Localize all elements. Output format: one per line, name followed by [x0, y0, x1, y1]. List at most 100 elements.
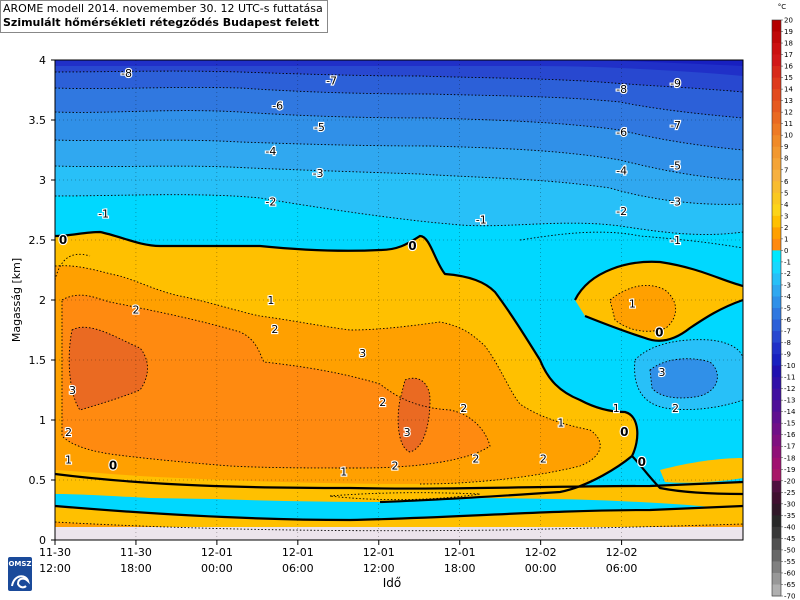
- colorbar-swatch: [772, 43, 781, 55]
- omsz-logo: OMSZ: [8, 557, 32, 591]
- contour-label: -2: [616, 205, 627, 218]
- colorbar-swatch: [772, 331, 781, 343]
- colorbar-label: 2: [784, 224, 788, 232]
- colorbar-label: 3: [784, 212, 788, 220]
- colorbar-swatch: [772, 146, 781, 159]
- contour-label: -1: [670, 234, 681, 247]
- y-tick-label: 3.5: [29, 114, 47, 127]
- colorbar-swatch: [772, 227, 781, 240]
- chart-subtitle: Szimulált hőmérsékleti rétegződés Budape…: [3, 16, 320, 29]
- x-tick-time: 12:00: [363, 562, 395, 575]
- x-tick-date: 11-30: [120, 546, 152, 559]
- x-tick-date: 12-02: [606, 546, 638, 559]
- colorbar-label: -70: [784, 593, 795, 600]
- contour-label: -4: [616, 164, 627, 177]
- colorbar-label: 4: [784, 201, 789, 209]
- contour-label: 2: [65, 426, 72, 439]
- colorbar-swatch: [772, 135, 781, 148]
- y-tick-label: 2: [39, 294, 46, 307]
- contour-label: 0: [408, 239, 416, 253]
- colorbar-label: 13: [784, 97, 793, 105]
- logo-swirl-icon: [11, 575, 31, 589]
- colorbar-swatch: [772, 503, 781, 516]
- contour-label: 0: [59, 233, 67, 247]
- x-axis-label: Idő: [383, 576, 402, 590]
- zero-isotherms: [55, 230, 743, 522]
- colorbar-swatch: [772, 515, 781, 528]
- colorbar-label: -55: [784, 558, 795, 566]
- x-tick-time: 06:00: [606, 562, 638, 575]
- contour-label: 0: [638, 455, 646, 469]
- colorbar-swatch: [772, 169, 781, 182]
- contour-label: -8: [616, 83, 627, 96]
- colorbar-label: 12: [784, 109, 793, 117]
- colorbar-label: -3: [784, 281, 791, 289]
- colorbar-label: -65: [784, 581, 795, 589]
- colorbar-swatch: [772, 469, 781, 482]
- contour-label: 1: [557, 416, 564, 429]
- colorbar-label: -35: [784, 512, 795, 520]
- contour-label: -1: [98, 208, 109, 221]
- y-tick-label: 4: [39, 54, 46, 67]
- colorbar-swatch: [772, 31, 781, 44]
- colorbar-swatch: [772, 572, 781, 585]
- contour-label: 1: [629, 298, 636, 311]
- colorbar-label: 10: [784, 132, 793, 140]
- colorbar-swatch: [772, 192, 781, 205]
- colorbar-swatch: [772, 457, 781, 470]
- colorbar-swatch: [772, 446, 781, 459]
- colorbar: 20191817161514131211109876543210-1-2-3-4…: [771, 17, 796, 600]
- colorbar-label: -15: [784, 420, 795, 428]
- colorbar-swatch: [772, 20, 781, 32]
- contour-label: -3: [313, 167, 324, 180]
- colorbar-label: 0: [784, 247, 788, 255]
- contour-label: 2: [460, 402, 467, 415]
- grid: [55, 60, 743, 540]
- contour-label: -4: [265, 145, 276, 158]
- colorbar-swatch: [772, 480, 781, 493]
- y-tick-label: 1.5: [29, 354, 47, 367]
- contour-label: 3: [659, 366, 666, 379]
- contour-label: 3: [404, 426, 411, 439]
- logo-text: OMSZ: [8, 560, 31, 568]
- colorbar-label: 18: [784, 40, 793, 48]
- colorbar-swatch: [772, 215, 781, 228]
- x-tick-date: 11-30: [39, 546, 71, 559]
- colorbar-label: -2: [784, 270, 791, 278]
- colorbar-swatch: [772, 89, 781, 102]
- contour-label: -5: [314, 121, 325, 134]
- colorbar-swatch: [772, 377, 781, 390]
- colorbar-swatch: [772, 77, 781, 90]
- contour-label: 2: [472, 452, 479, 465]
- colorbar-label: 19: [784, 28, 793, 36]
- colorbar-swatch: [772, 400, 781, 413]
- x-tick-time: 00:00: [525, 562, 557, 575]
- colorbar-swatch: [772, 411, 781, 424]
- colorbar-swatch: [772, 365, 781, 378]
- colorbar-label: 8: [784, 155, 788, 163]
- contour-label: 2: [271, 323, 278, 336]
- x-tick-time: 06:00: [282, 562, 314, 575]
- colorbar-swatch: [772, 526, 781, 539]
- colorbar-swatch: [772, 181, 781, 194]
- colorbar-label: -19: [784, 466, 795, 474]
- colorbar-label: 16: [784, 63, 793, 71]
- colorbar-label: 17: [784, 51, 793, 59]
- colorbar-label: -25: [784, 489, 795, 497]
- colorbar-swatch: [772, 238, 781, 251]
- contour-label: -3: [670, 196, 681, 209]
- colorbar-swatch: [772, 296, 781, 309]
- colorbar-label: 14: [784, 86, 793, 94]
- y-tick-label: 1: [39, 414, 46, 427]
- colorbar-label: -30: [784, 500, 795, 508]
- colorbar-swatch: [772, 434, 781, 447]
- colorbar-label: 20: [784, 17, 793, 25]
- colorbar-swatch: [772, 549, 781, 562]
- contour-label: 0: [109, 459, 117, 473]
- colorbar-label: -4: [784, 293, 792, 301]
- contour-label: -2: [265, 196, 276, 209]
- x-tick-date: 12-01: [363, 546, 395, 559]
- colorbar-swatch: [772, 100, 781, 113]
- colorbar-swatch: [772, 538, 781, 551]
- contour-label: -7: [670, 119, 681, 132]
